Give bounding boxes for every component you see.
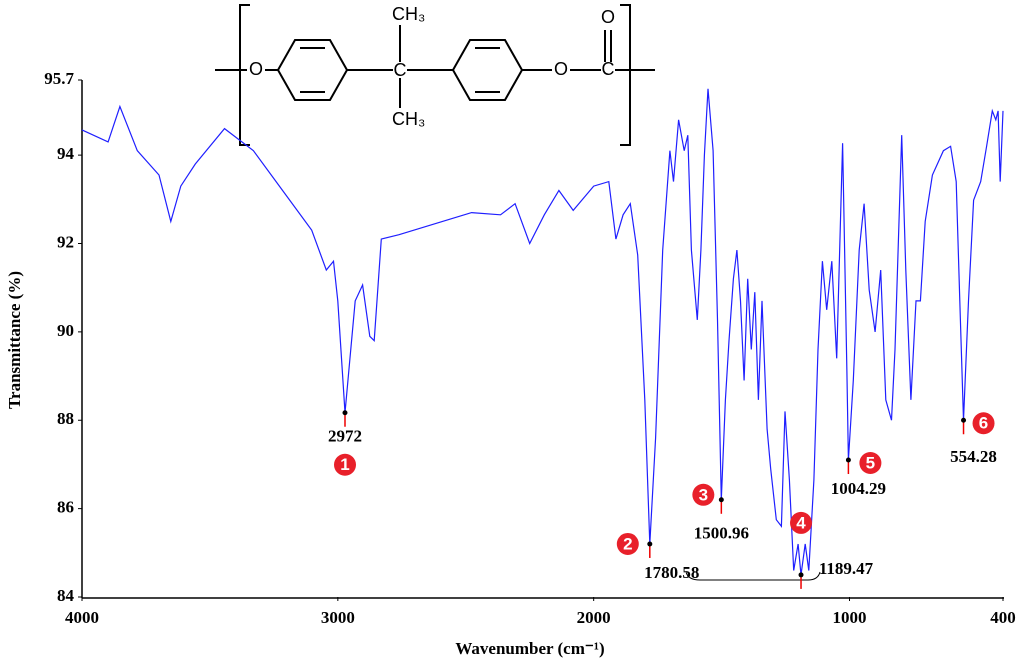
y-tick-label: 86 bbox=[57, 498, 74, 517]
peak-marker-number: 5 bbox=[866, 454, 875, 473]
atom: O bbox=[601, 7, 615, 27]
peak-marker bbox=[790, 511, 813, 534]
atom: O bbox=[249, 59, 263, 79]
y-tick-label: 92 bbox=[57, 232, 74, 251]
y-tick-label: 95.7 bbox=[44, 69, 74, 88]
spectrum-line bbox=[81, 88, 1004, 575]
x-tick-label: 3000 bbox=[321, 608, 355, 627]
y-tick-label: 94 bbox=[57, 144, 75, 163]
peak-label: 1189.47 bbox=[819, 559, 874, 578]
y-tick-label: 84 bbox=[57, 586, 75, 605]
peak-label: 1004.29 bbox=[831, 479, 886, 498]
peak-label: 2972 bbox=[328, 427, 362, 446]
peak-marker-number: 2 bbox=[623, 534, 632, 553]
peak-label: 1780.58 bbox=[644, 563, 699, 582]
peak-point bbox=[647, 541, 653, 547]
structure: O CH₃ C CH₃ O C O bbox=[215, 4, 655, 146]
peak-point bbox=[798, 572, 804, 578]
peak-marker bbox=[333, 453, 356, 476]
peak-marker bbox=[616, 532, 639, 555]
atom: CH₃ bbox=[392, 4, 425, 24]
peak-marker bbox=[859, 452, 882, 475]
peak-marker-number: 6 bbox=[979, 414, 988, 433]
peak-marker bbox=[972, 412, 995, 435]
peak-point bbox=[342, 410, 348, 416]
peak-point bbox=[961, 417, 967, 423]
x-tick-label: 1000 bbox=[833, 608, 867, 627]
peak-marker-number: 1 bbox=[340, 455, 349, 474]
peak-bracket bbox=[685, 571, 821, 581]
atom: CH₃ bbox=[392, 109, 425, 129]
peak-point bbox=[845, 457, 851, 463]
peak-marker-number: 3 bbox=[699, 485, 708, 504]
atom: C bbox=[394, 60, 407, 80]
x-axis-title: Wavenumber (cm⁻¹) bbox=[455, 639, 604, 658]
peak-label: 1500.96 bbox=[694, 524, 749, 543]
y-axis-title: Transmittance (%) bbox=[5, 271, 24, 409]
peak-marker-number: 4 bbox=[796, 513, 806, 532]
y-tick-label: 90 bbox=[57, 321, 74, 340]
y-tick-label: 88 bbox=[57, 409, 74, 428]
peak-marker bbox=[692, 483, 715, 506]
atom: O bbox=[554, 59, 568, 79]
x-tick-label: 400 bbox=[990, 608, 1016, 627]
x-tick-label: 2000 bbox=[577, 608, 611, 627]
bracket bbox=[239, 4, 631, 146]
double-bond bbox=[604, 30, 612, 62]
ring-bond bbox=[475, 47, 500, 93]
peak-label: 554.28 bbox=[950, 447, 997, 466]
ring-bond bbox=[300, 47, 325, 93]
peak-point bbox=[718, 497, 724, 503]
atom: C bbox=[602, 59, 615, 79]
x-tick-label: 4000 bbox=[65, 608, 99, 627]
